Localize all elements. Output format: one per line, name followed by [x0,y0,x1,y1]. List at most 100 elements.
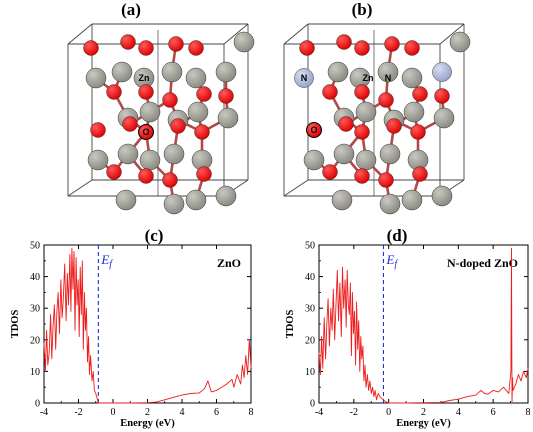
y-tick-label: 50 [305,241,315,252]
x-tick-label: 2 [145,407,150,418]
oxygen-atom [196,166,212,182]
oxygen-atom [106,164,122,180]
oxygen-atom [354,168,370,184]
oxygen-atom [194,124,210,140]
fermi-level-label: Ef [100,252,113,270]
oxygen-atom [162,92,178,108]
oxygen-atom [168,36,184,52]
atom-label-zn: Zn [139,73,150,83]
zinc-atom [403,101,425,123]
tdos-series-line [43,247,252,404]
zinc-atom [185,189,207,211]
panel-label-c: (c) [145,226,164,245]
atom-label-zn: Zn [363,73,374,83]
x-tick-label: -4 [315,407,323,418]
y-tick-label: 0 [35,399,40,410]
y-tick-label: 10 [30,367,40,378]
x-tick-label: 8 [526,407,531,418]
oxygen-atom [83,40,99,56]
atom-label-n: N [385,73,392,83]
oxygen-atom [338,116,354,132]
x-tick-label: 4 [180,407,185,418]
fermi-level-subscript: f [109,259,113,270]
zinc-atom [115,189,137,211]
zinc-atom [303,149,325,171]
zinc-atom [327,61,349,83]
oxygen-atom [354,124,370,140]
oxygen-atom [322,164,338,180]
y-tick-label: 0 [310,399,315,410]
zinc-atom [401,189,423,211]
oxygen-atom [120,34,136,50]
zinc-atom [333,143,355,165]
zinc-atom [139,149,161,171]
zinc-atom [331,189,353,211]
zinc-atom [233,31,255,53]
panel-label-a: (a) [121,0,141,19]
zinc-atom [215,185,237,207]
oxygen-atom [138,84,154,100]
oxygen-atom [404,40,420,56]
cell-edge [283,179,309,197]
oxygen-atom [384,36,400,52]
oxygen-atom [434,88,450,104]
oxygen-atom [412,86,428,102]
x-tick-label: 8 [249,407,254,418]
oxygen-atom [188,40,204,56]
x-tick-label: 6 [214,407,219,418]
y-axis-title: TDOS [285,310,296,339]
atom-label-n: N [301,73,308,83]
cell-edge [67,23,93,45]
zinc-atom [355,149,377,171]
zinc-atom [139,101,161,123]
x-tick-label: -2 [350,407,358,418]
oxygen-atom [90,122,106,138]
highlighted-oxygen-ring [138,124,154,140]
zinc-atom [185,67,207,89]
zinc-atom [401,67,423,89]
atom-label-o: O [310,125,317,135]
y-tick-label: 20 [30,335,40,346]
zinc-atom [431,185,453,207]
oxygen-atom [122,116,138,132]
zinc-atom [377,61,399,83]
cell-edge [223,23,249,45]
x-tick-label: 0 [386,407,391,418]
x-tick-label: 0 [111,407,116,418]
zinc-atom [87,149,109,171]
zinc-atom [161,61,183,83]
x-tick-label: 6 [491,407,496,418]
oxygen-atom [299,40,315,56]
oxygen-atom [386,118,402,134]
y-axis-title: TDOS [10,310,21,339]
y-tick-label: 30 [305,304,315,315]
x-tick-label: 2 [421,407,426,418]
chart-title: ZnO [217,256,241,270]
cell-edge [439,23,465,45]
nitrogen-atom [432,62,452,82]
zinc-atom [187,101,209,123]
x-tick-label: 4 [456,407,461,418]
x-tick-label: -2 [74,407,82,418]
oxygen-atom [218,88,234,104]
oxygen-atom [196,86,212,102]
panel-label-d: (d) [387,226,408,245]
x-tick-label: -4 [40,407,48,418]
zinc-atom [449,31,471,53]
zinc-atom [117,143,139,165]
crystal-structure-zno: Zn O [67,23,255,215]
oxygen-atom [378,172,394,188]
cell-edge [283,23,309,45]
oxygen-atom [410,124,426,140]
x-axis-title: Energy (eV) [120,418,175,429]
zinc-atom [111,61,133,83]
oxygen-atom [138,40,154,56]
x-axis-title: Energy (eV) [396,418,451,429]
oxygen-atom [412,166,428,182]
zinc-atom [379,143,401,165]
panel-label-b: (b) [352,0,373,19]
oxygen-atom [106,84,122,100]
crystal-structure-n-doped-zno: N Zn N O [283,23,471,215]
tdos-chart-n-doped-zno: -4 -2 0 2 4 6 8 0 10 20 30 40 50 Energy (eV) TDOS N-dop… [285,241,531,430]
